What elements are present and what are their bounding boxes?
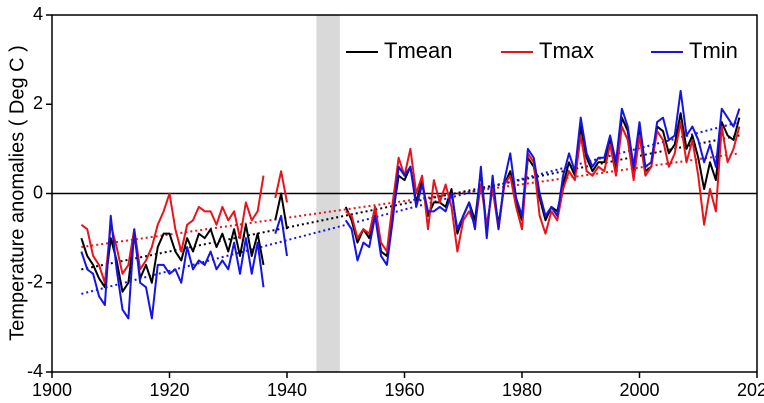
plot-frame [51, 14, 758, 373]
legend-label: Tmin [689, 38, 738, 63]
y-tick-label: 2 [33, 93, 43, 113]
x-tick-label: 1980 [502, 380, 542, 400]
trend-line [81, 152, 740, 249]
x-tick-label: 1940 [267, 380, 307, 400]
legend-label: Tmax [539, 38, 594, 63]
y-tick-label: -2 [27, 272, 43, 292]
y-axis-label: Temperature anomalies ( Deg C ) [6, 45, 28, 341]
legend-label: Tmean [384, 38, 452, 63]
x-tick-label: 1900 [32, 380, 72, 400]
y-tick-label: -4 [27, 361, 43, 381]
y-tick-label: 4 [33, 4, 43, 24]
y-tick-label: 0 [33, 182, 43, 202]
x-tick-label: 2000 [619, 380, 659, 400]
x-tick-label: 1960 [384, 380, 424, 400]
data-line [80, 89, 741, 320]
x-tick-label: 1920 [149, 380, 189, 400]
x-tick-label: 2020 [737, 380, 764, 400]
